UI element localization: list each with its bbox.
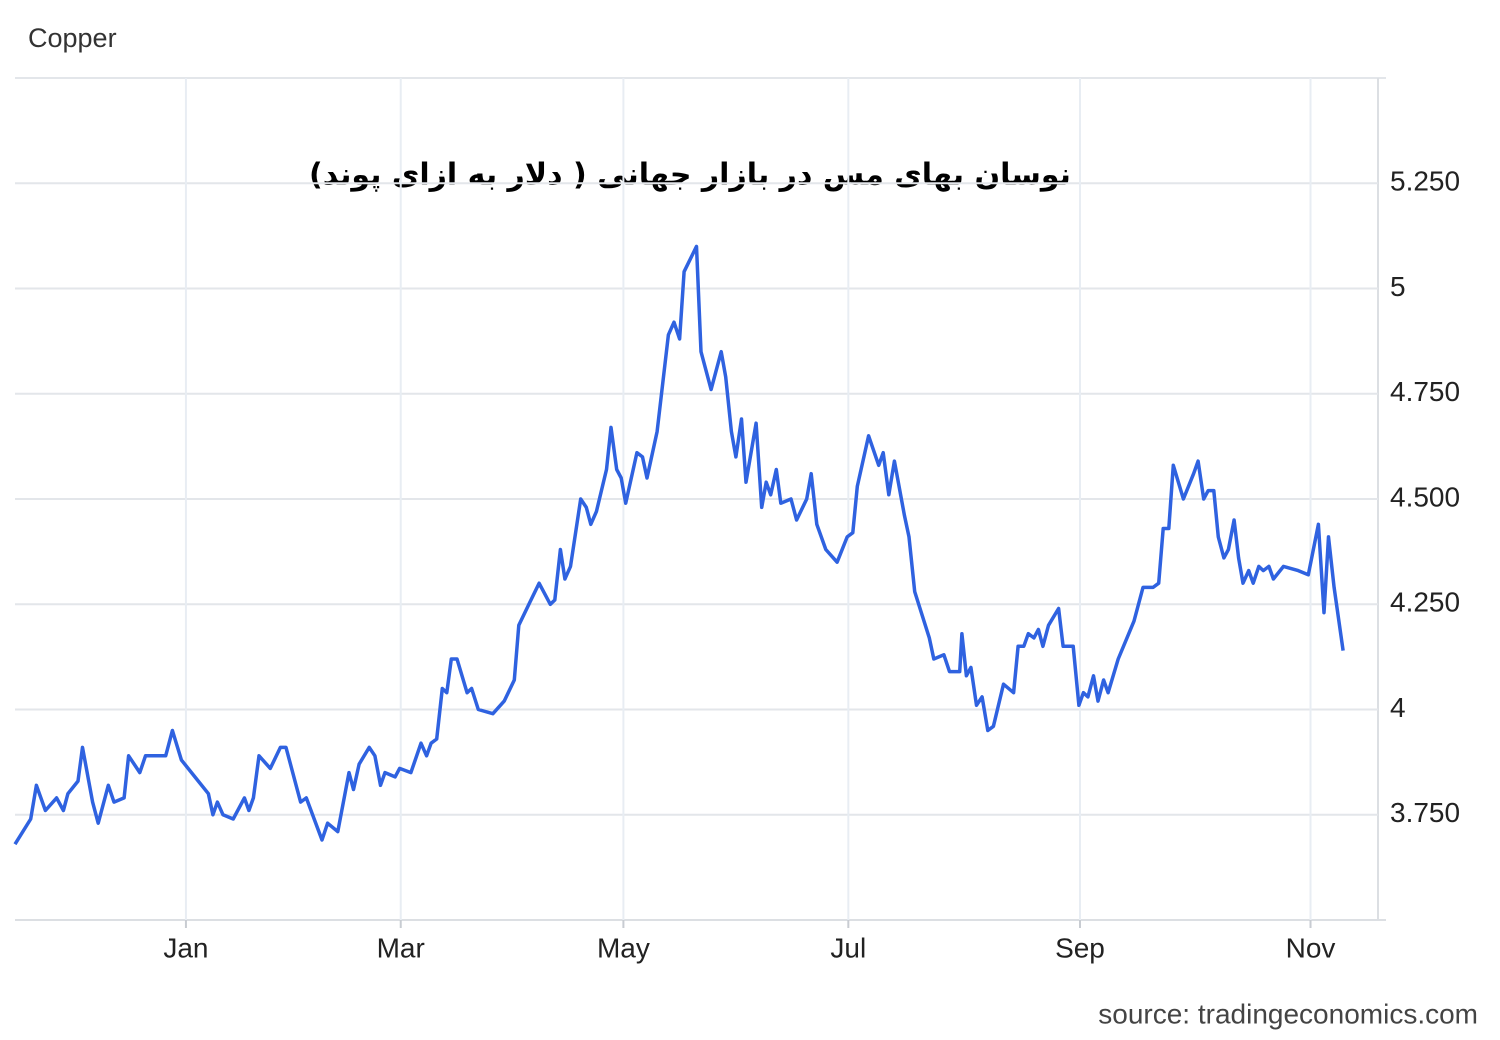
x-tick-label: Jul [830, 932, 866, 963]
y-tick-label: 4.250 [1390, 587, 1460, 618]
y-tick-label: 5.250 [1390, 166, 1460, 197]
chart-title: Copper [28, 23, 117, 53]
x-tick-label: Mar [377, 932, 425, 963]
annotation: نوسان بهای مس در بازار جهانی ( دلار به ا… [309, 158, 1071, 193]
x-tick-label: Jan [163, 932, 208, 963]
y-tick-label: 4.500 [1390, 481, 1460, 512]
x-tick-label: May [597, 932, 650, 963]
y-tick-label: 4 [1390, 692, 1406, 723]
price-line [13, 244, 1345, 846]
y-tick-label: 5 [1390, 271, 1406, 302]
source: source: tradingeconomics.com [1098, 998, 1478, 1029]
y-tick-label: 3.750 [1390, 797, 1460, 828]
x-tick-label: Sep [1055, 932, 1105, 963]
x-tick-label: Nov [1286, 932, 1336, 963]
y-tick-label: 4.750 [1390, 376, 1460, 407]
